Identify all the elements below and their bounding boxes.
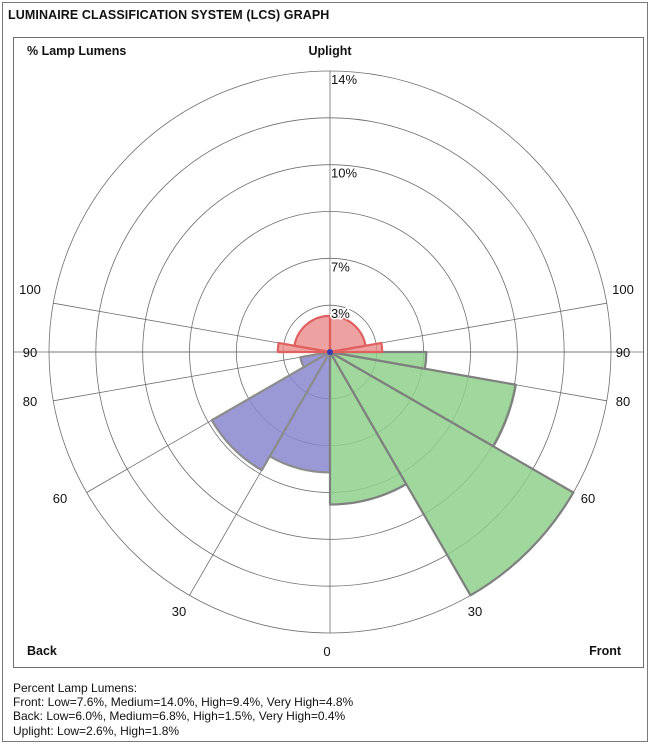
back-angle-tick-90: 90	[23, 345, 37, 360]
front-angle-tick-60: 60	[581, 491, 595, 506]
summary-uplight: Uplight: Low=2.6%, High=1.8%	[13, 723, 180, 738]
back-medium-wedge	[210, 350, 332, 472]
zone-wedges	[210, 314, 575, 597]
radial-axis-label: % Lamp Lumens	[27, 44, 126, 58]
front-medium-wedge	[328, 350, 575, 597]
summary-heading: Percent Lamp Lumens:	[13, 681, 138, 695]
front-angle-tick-30: 30	[468, 604, 482, 619]
nadir-angle-tick: 0	[323, 644, 330, 659]
lcs-polar-chart: 3% 7% 10% 14% % Lamp Lumens Uplight Back Front 3…	[13, 44, 644, 659]
back-angle-tick-100: 100	[19, 282, 41, 297]
front-angle-tick-90: 90	[616, 345, 630, 360]
origin-point	[327, 349, 333, 355]
front-very-high-wedge	[328, 350, 428, 370]
back-angle-tick-30: 30	[172, 604, 186, 619]
back-corner-label: Back	[27, 644, 57, 658]
front-high-wedge	[328, 350, 517, 448]
percent-lamp-lumens-summary: Percent Lamp Lumens: Front: Low=7.6%, Me…	[13, 681, 353, 738]
front-corner-label: Front	[589, 644, 622, 658]
back-high-wedge	[299, 350, 332, 369]
radial-tick-label: 10%	[331, 166, 357, 181]
radial-tick-label: 7%	[331, 259, 350, 274]
back-angle-tick-60: 60	[53, 491, 67, 506]
grid-spoke	[53, 351, 331, 402]
chart-labels: 3% 7% 10% 14% % Lamp Lumens Uplight Back Front 3…	[19, 44, 634, 659]
uplight-corner-label: Uplight	[308, 44, 352, 58]
front-angle-tick-100: 100	[612, 282, 634, 297]
plot-area	[13, 37, 644, 668]
radial-tick-label: 3%	[331, 306, 350, 321]
uplight-high-wedge	[328, 314, 367, 354]
back-angle-tick-80: 80	[23, 394, 37, 409]
summary-back: Back: Low=6.0%, Medium=6.8%, High=1.5%, …	[13, 709, 346, 724]
front-angle-tick-80: 80	[616, 394, 630, 409]
summary-front: Front: Low=7.6%, Medium=14.0%, High=9.4%…	[13, 695, 354, 710]
chart-title: LUMINAIRE CLASSIFICATION SYSTEM (LCS) GR…	[8, 8, 330, 22]
radial-tick-label: 14%	[331, 72, 357, 87]
uplight-high-wedge	[293, 314, 332, 354]
